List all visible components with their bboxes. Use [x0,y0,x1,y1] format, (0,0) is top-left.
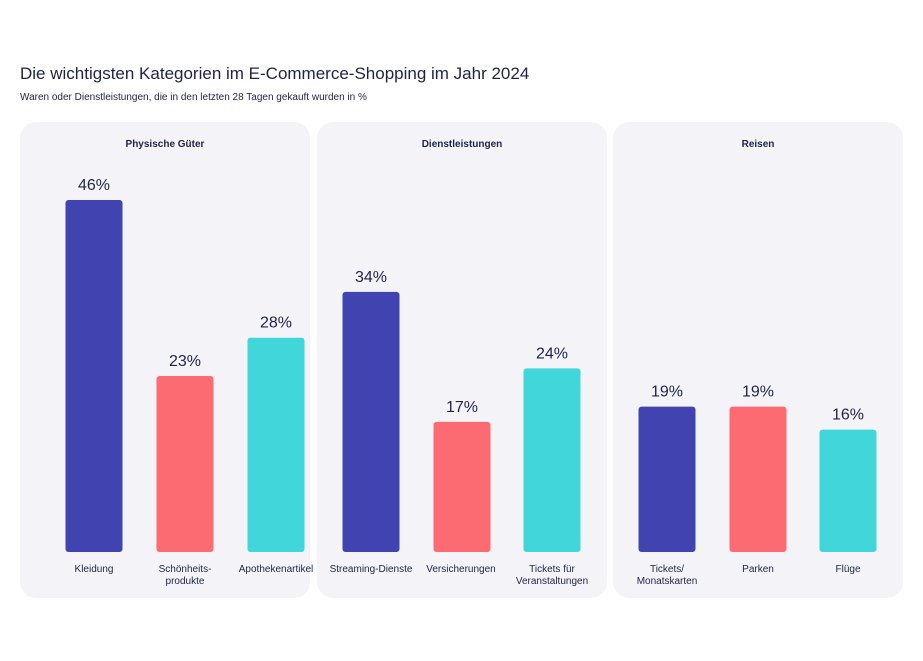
data-label: 19% [742,384,774,401]
category-label: Tickets für Veranstaltungen [515,564,589,587]
chart-subtitle: Waren oder Dienstleistungen, die in den … [20,92,367,103]
data-label: 34% [355,269,387,286]
data-label: 19% [651,384,683,401]
bar [247,337,305,552]
panel-travel: Reisen 19% 19% 16% Tickets/ Monatskarten P… [613,122,903,598]
panel-title: Physische Güter [125,139,205,150]
bar [65,200,123,552]
panel-services: Dienstleistungen 34% 17% 24% Streaming-Die… [317,122,607,598]
panel-title: Dienstleistungen [421,139,503,150]
bar [156,376,214,552]
bar-chart-travel: 19% 19% 16% [638,384,877,552]
category-label: Streaming-Dienste [329,564,413,575]
data-label: 16% [832,407,864,424]
data-label: 28% [260,315,292,332]
bar [638,406,696,552]
panel-title: Reisen [741,139,775,150]
data-label: 24% [536,345,568,362]
chart-title: Die wichtigsten Kategorien im E-Commerce… [20,64,530,83]
category-label: Versicherungen [426,564,496,575]
bar-chart-services: 34% 17% 24% [342,269,581,552]
bar [523,368,581,552]
bar-chart-physical-goods: 46% 23% 28% [65,177,305,552]
category-label: Tickets/ Monatskarten [636,564,698,587]
data-label: 17% [446,399,478,416]
data-label: 46% [78,177,110,194]
bar [433,421,491,552]
category-label: Apothekenartikel [238,564,314,575]
category-label: Schönheits- produkte [158,564,212,587]
category-label: Flüge [835,564,861,575]
data-label: 23% [169,353,201,370]
bar [342,291,400,552]
bar [819,429,877,552]
panel-physical-goods: Physische Güter 46% 23% 28% Kleidung Schön… [20,122,313,598]
category-label: Kleidung [74,564,114,575]
category-label: Parken [742,564,774,575]
bar [729,406,787,552]
